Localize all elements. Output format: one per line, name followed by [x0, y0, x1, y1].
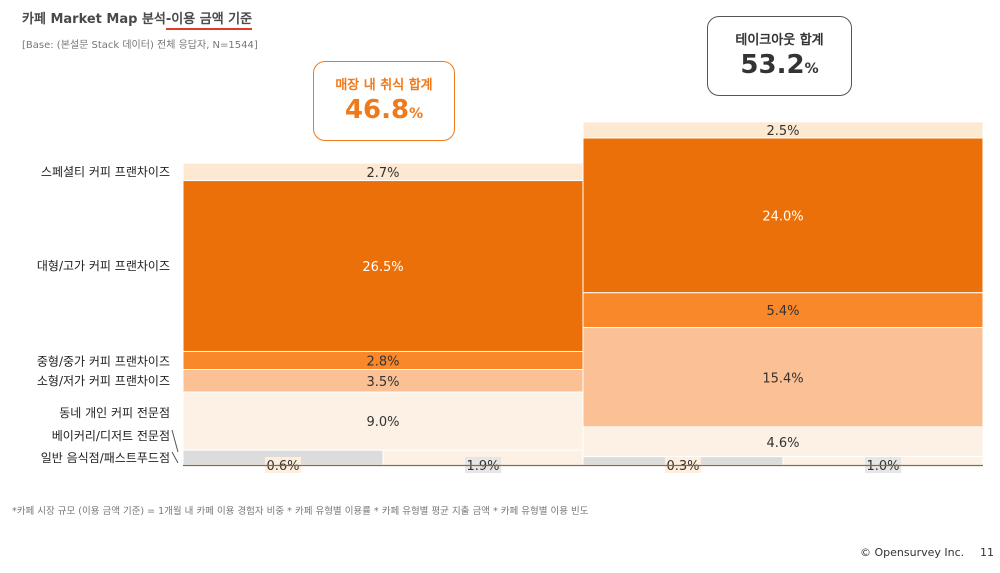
takeout-total-label: 테이크아웃 합계: [735, 33, 824, 48]
copyright: © Opensurvey Inc.: [860, 546, 965, 559]
base-note: [Base: (본설문 Stack 데이터) 전체 응답자, N=1544]: [22, 40, 258, 51]
page-title: 카페 Market Map 분석-이용 금액 기준: [22, 8, 253, 30]
category-label-bakery: 베이커리/디저트 전문점: [52, 429, 170, 443]
category-label-local: 동네 개인 커피 전문점: [59, 406, 170, 420]
category-label-large_premium: 대형/고가 커피 프랜차이즈: [37, 259, 170, 273]
takeout-value-label-small_low: 15.4%: [762, 371, 803, 386]
takeout-value-label-mid: 5.4%: [766, 304, 799, 319]
takeout-bar-small_low: [582, 327, 984, 428]
takeout-value-label-specialty: 2.5%: [766, 124, 799, 139]
takeout-value-label-large_premium: 24.0%: [762, 209, 803, 224]
dine-in-total-box: 매장 내 취식 합계 46.8%: [313, 61, 455, 141]
title-highlight: -이용 금액 기준: [165, 12, 253, 30]
dine-in-value-label-mid: 2.8%: [366, 355, 399, 370]
takeout-total-value: 53.2%: [708, 48, 851, 86]
takeout-value-label-bakery: 1.0%: [866, 459, 899, 474]
takeout-value-label-fastfood: 0.3%: [666, 459, 699, 474]
dine-in-total-unit: %: [409, 106, 424, 122]
takeout-total-box: 테이크아웃 합계 53.2%: [707, 16, 852, 96]
dine-in-bar-local: [182, 391, 584, 451]
dine-in-value-label-small_low: 3.5%: [366, 375, 399, 390]
footnote: *카페 시장 규모 (이용 금액 기준) = 1개월 내 카페 이용 경험자 비…: [12, 506, 589, 517]
category-label-mid: 중형/중가 커피 프랜차이즈: [37, 355, 170, 369]
category-label-specialty: 스페셜티 커피 프랜차이즈: [41, 165, 170, 179]
title-main: 카페 Market Map 분석: [22, 12, 166, 27]
dine-in-total-value: 46.8%: [314, 93, 454, 131]
dine-in-value-label-fastfood: 0.6%: [266, 459, 299, 474]
dine-in-value-label-bakery: 1.9%: [466, 459, 499, 474]
category-label-small_low: 소형/저가 커피 프랜차이즈: [37, 374, 170, 388]
dine-in-bar-large_premium: [182, 180, 584, 352]
dine-in-total-label: 매장 내 취식 합계: [335, 78, 433, 93]
category-bracket: [171, 429, 179, 464]
takeout-value-label-local: 4.6%: [766, 436, 799, 451]
category-label-fastfood: 일반 음식점/패스트푸드점: [41, 451, 170, 465]
page-number: 11: [980, 546, 994, 559]
takeout-bar-large_premium: [582, 137, 984, 294]
takeout-bar-local: [582, 426, 984, 458]
dine-in-value-label-large_premium: 26.5%: [362, 260, 403, 275]
takeout-bar-mid: [582, 292, 984, 329]
dine-in-value-label-local: 9.0%: [366, 415, 399, 430]
takeout-total-unit: %: [804, 61, 819, 77]
takeout-total-number: 53.2: [740, 50, 805, 80]
dine-in-value-label-specialty: 2.7%: [366, 166, 399, 181]
market-map-chart: 2.7% 26.5% 2.8% 3.5% 9.0% 0.6% 1.9% 2.5% 24.0% 5.…: [37, 121, 984, 474]
dine-in-total-number: 46.8: [344, 95, 410, 125]
